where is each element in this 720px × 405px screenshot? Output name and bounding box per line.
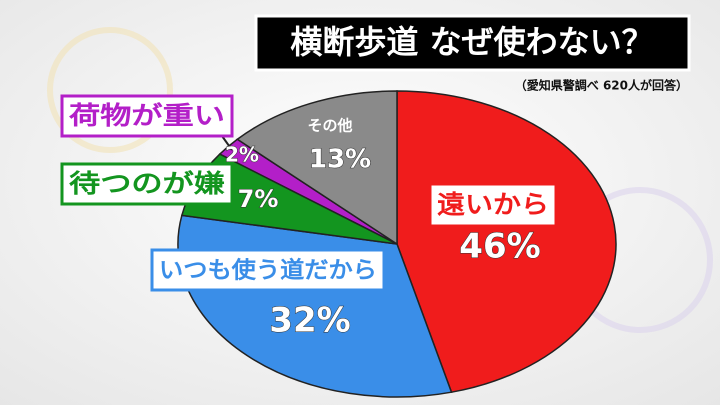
value-label: 7% (238, 185, 279, 213)
decoration (47, 27, 173, 153)
pie-slice (396, 90, 617, 394)
title-box (254, 14, 691, 72)
category-label: 待つのが嫌 (69, 169, 225, 198)
category-box (428, 182, 558, 228)
value-label: 13% (309, 145, 371, 175)
category-label: いつも使う道だから (159, 257, 377, 284)
value-label: 2% (225, 143, 259, 167)
chart-title: 横断歩道 なぜ使わない？ (290, 23, 653, 61)
pie (177, 90, 617, 398)
category-label: 遠いから (437, 190, 549, 219)
chart-subtitle: （愛知県警調べ 620人が回答） (515, 78, 688, 93)
category-label: その他 (307, 117, 352, 135)
value-label: 32% (269, 301, 350, 341)
category-box (60, 162, 234, 206)
category-label: 荷物が重い (69, 101, 225, 130)
leader-line (221, 135, 233, 151)
category-box (150, 248, 386, 292)
category-box (60, 94, 234, 138)
value-label: 46% (459, 227, 540, 267)
pie-slice (236, 90, 398, 246)
